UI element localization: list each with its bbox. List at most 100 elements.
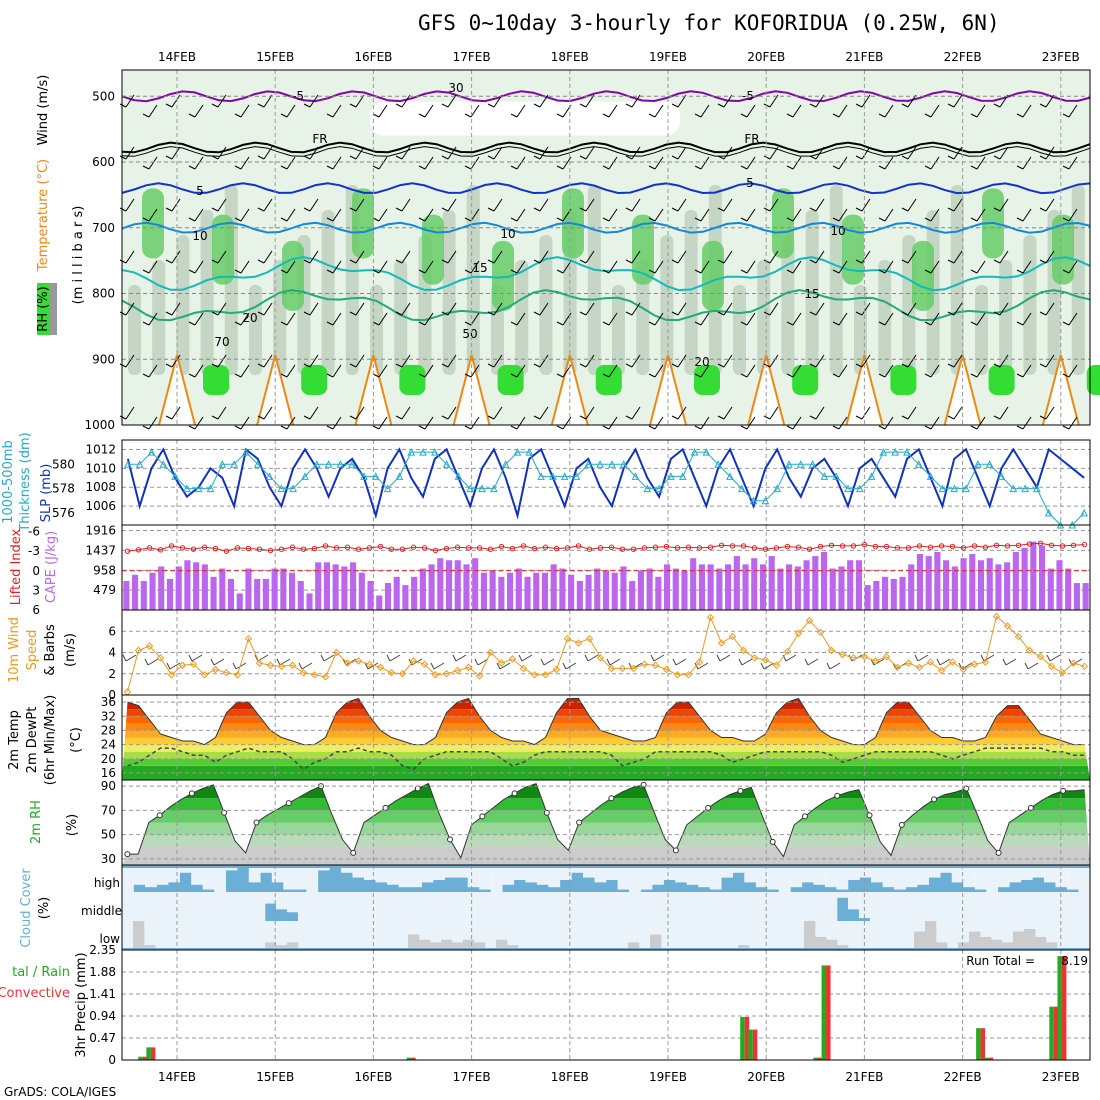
wind-barb-flag [924,425,932,430]
cape-bar [1073,583,1080,610]
surface-wind-barb-flag [210,658,215,666]
surface-wind-barb-flag [474,658,479,666]
cloud-gap [265,921,277,943]
wind-barb [815,302,825,316]
cape-bar [472,558,479,610]
wind-barb [171,94,181,108]
surface-wind-barb [1071,658,1083,666]
li-point [1015,542,1022,548]
thickness-point [454,472,463,480]
li-point [553,545,560,552]
wind-barb [884,260,894,274]
wind-barb-flag [349,415,357,420]
wind-speed-point [673,671,682,679]
cape-bar [1030,541,1037,610]
cloud-gap [617,892,629,921]
wind-barb-flag [1016,321,1024,326]
cape-bar [1004,562,1011,610]
surface-wind-barb [609,658,621,666]
wind-barb-flag [1062,217,1070,222]
wind-barb [562,156,572,170]
thickness-point [253,460,262,468]
rh-tick-label: 50 [101,828,116,842]
wind-barb-flag [832,113,840,118]
date-label-top: 14FEB [158,50,196,64]
wind-speed-point [992,612,1001,621]
wind-speed-point [717,639,726,647]
wind-barb [654,104,664,118]
thickness-point [950,484,959,493]
cloud-gap [243,892,255,921]
wind-barb-flag [832,217,840,222]
isotherm-25-wedge [649,354,687,426]
wind-barb-flag [993,155,1001,160]
cloud-gap [639,921,651,948]
wind-barb [217,354,227,368]
li-point [179,545,186,551]
wind-barb-flag [533,155,541,160]
wind-barb [493,250,503,264]
rh-tick-label: 70 [101,803,116,817]
wind-barb [907,302,917,316]
wind-barb-flag [188,217,196,222]
wind-barb [723,94,733,108]
wind-barb-flag [533,103,541,108]
wind-barb-flag [625,155,633,160]
cloud-gap [881,892,893,921]
cape-bar [175,566,182,610]
thickness-point [796,460,805,468]
dry-wedge [159,355,195,425]
wind-barb [263,198,273,212]
precip-total-bar [740,1016,745,1060]
wind-barb-flag [257,103,265,108]
thickness-point [879,448,888,456]
cloud-gap [859,868,872,878]
wind-barb [1045,146,1055,160]
cape-bar [820,551,828,610]
li-point [256,546,263,552]
wind-barb [355,146,365,160]
wind-barb [953,354,963,368]
wind-barb-flag [372,269,380,274]
surface-wind-barb [521,654,533,662]
rh-patch [352,188,374,259]
cloud-gap [133,892,145,921]
wind-speed-point [574,639,583,647]
li-point [278,546,285,552]
run-total-label: Run Total = [966,954,1035,968]
wind-barb [631,94,641,108]
wind-barb-flag [878,269,886,274]
wind-barb [654,208,664,222]
wind-speed-point [871,657,880,665]
cape-bar [568,574,575,610]
wind-barb [378,364,388,378]
cloud-gap [562,892,574,921]
wind-barb [424,208,434,222]
wind-barb [539,146,549,160]
thickness-point [419,448,427,456]
cloud-gap [441,921,453,940]
cloud-gap [958,892,970,921]
wind-barb-flag [464,165,472,170]
surface-wind-barb [807,658,819,666]
wind-barb-flag [257,415,265,420]
wind-barb-flag [395,155,403,160]
surface-wind-barb-flag [738,658,743,666]
temp-tick-label: 16 [101,766,116,780]
wind-barb [470,104,480,118]
thickness-point [537,472,545,480]
cape-bar [707,564,714,610]
li-point [498,543,505,550]
wind-barb-flag [280,373,288,378]
precip-convective-bar [752,1029,758,1060]
wind-barb [677,94,687,108]
precip-total-bar [138,1056,143,1060]
cape-bar [140,580,147,610]
wind-barb [125,406,135,420]
wind-barb [907,406,917,420]
li-point [828,542,835,548]
slp-tick-label: 1008 [85,480,116,494]
rh-shade-band [733,285,746,375]
surface-wind-barb [1027,662,1039,670]
wind-barb [631,406,641,420]
